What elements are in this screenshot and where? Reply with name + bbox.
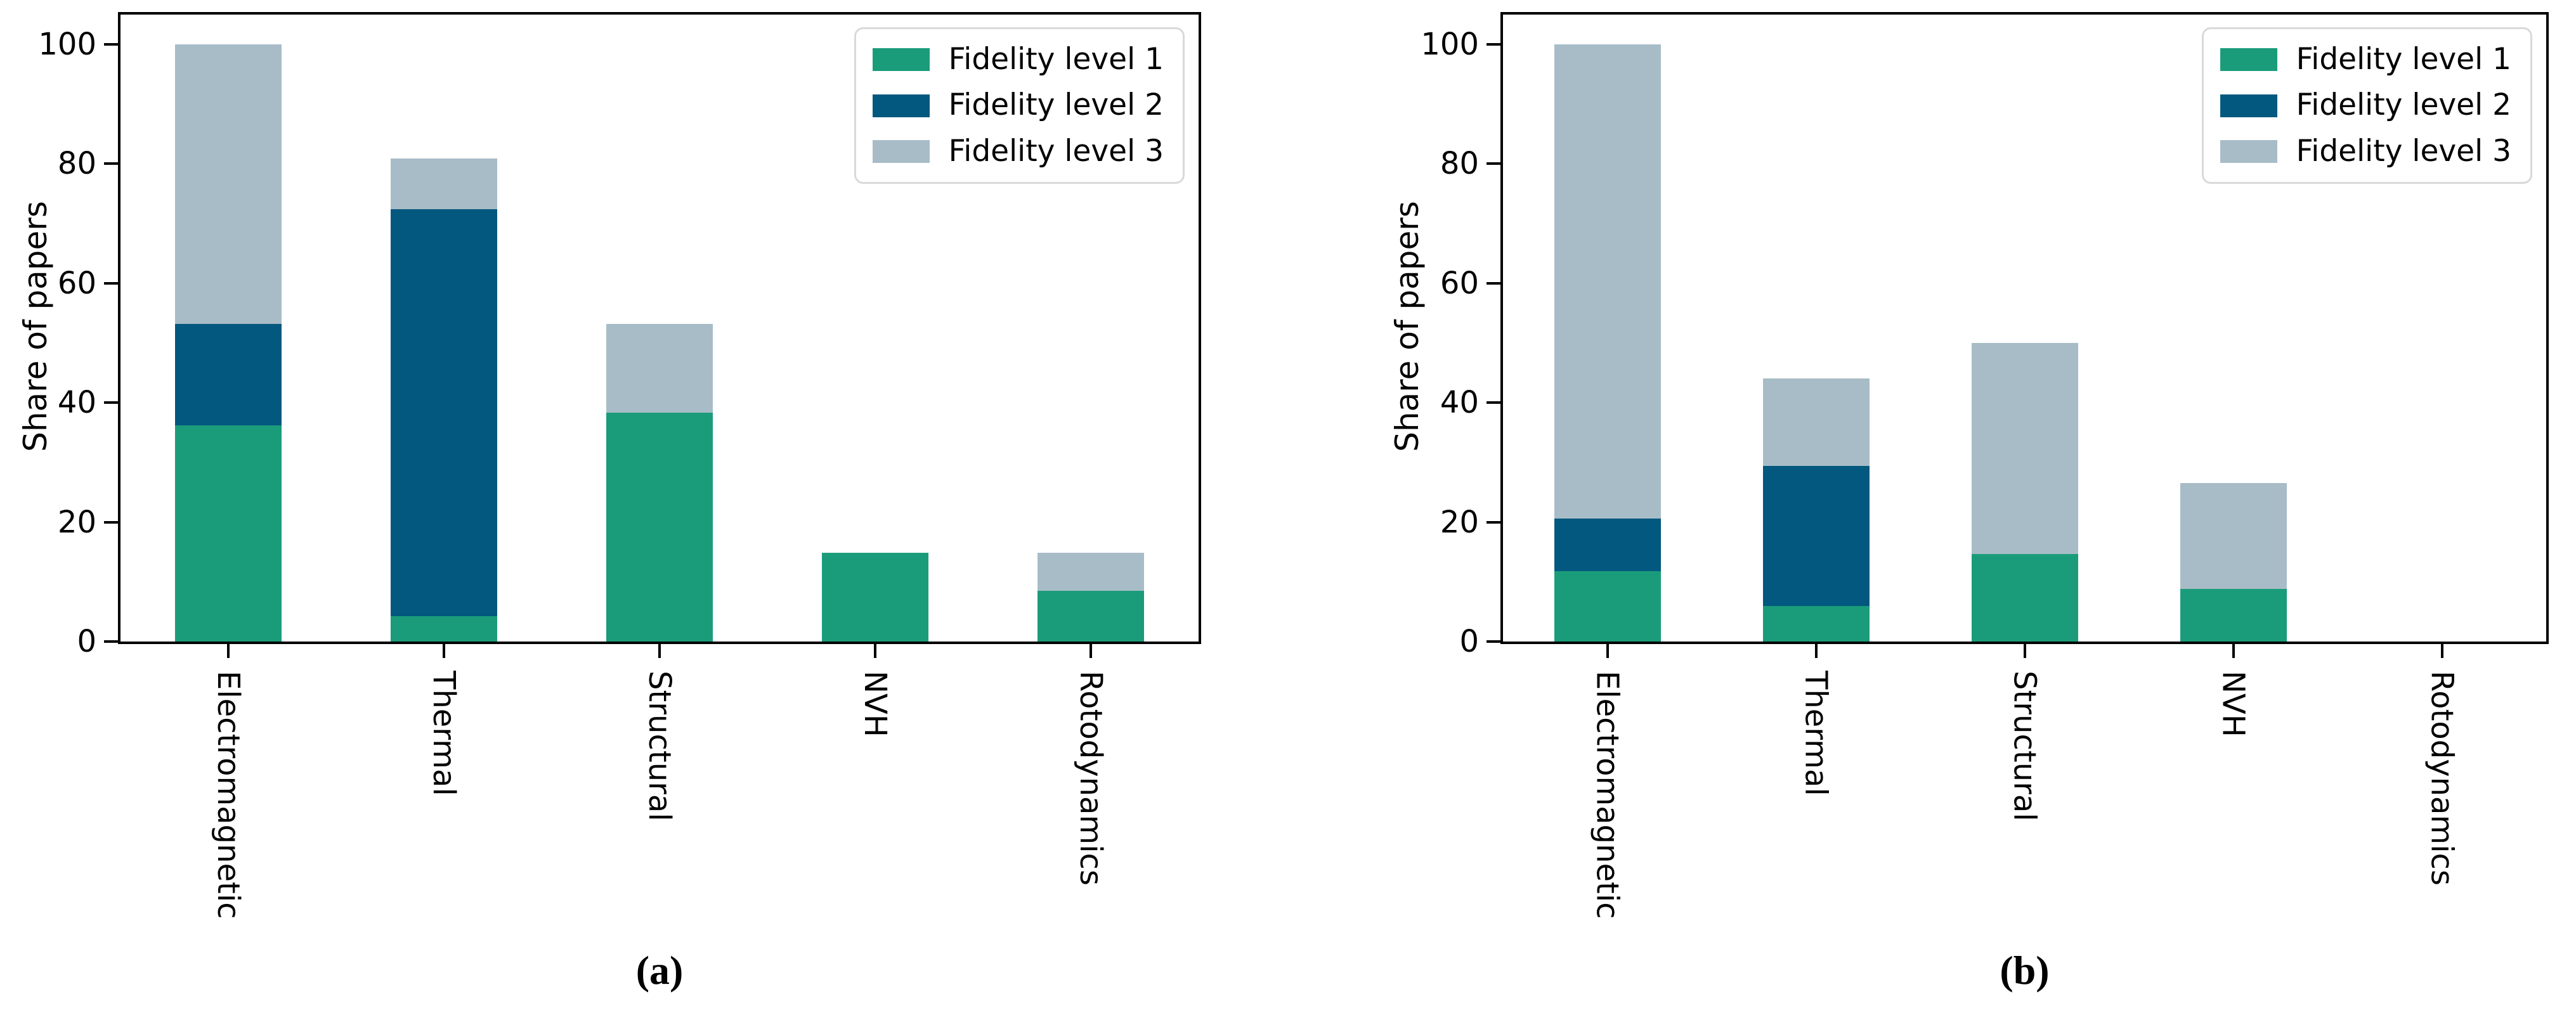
bar-thermal-fidelity-1-segment — [391, 616, 497, 642]
y-tick-mark — [1486, 162, 1500, 165]
y-tick-label: 100 — [1421, 27, 1479, 63]
legend-item-3: Fidelity level 3 — [872, 133, 1164, 169]
plot-area: Fidelity level 1 Fidelity level 2 Fidelity… — [38, 12, 1201, 919]
bar-thermal-fidelity-3-segment — [1762, 378, 1870, 467]
bar-electromagnetic-fidelity-1-segment — [1554, 571, 1661, 642]
bar-electromagnetic-fidelity-3-segment — [1554, 44, 1661, 519]
legend-item-1: Fidelity level 1 — [2220, 42, 2511, 77]
bar-thermal-fidelity-1-segment — [1762, 606, 1870, 642]
bar-structural-fidelity-1-segment — [1971, 553, 2078, 642]
y-tick-mark — [104, 401, 118, 404]
legend-swatch-icon — [872, 48, 930, 72]
bar-nvh-fidelity-3-segment — [2180, 483, 2287, 590]
x-tick-mark — [227, 644, 230, 658]
legend-swatch-icon — [2220, 48, 2277, 72]
chart-panel-b: Share of papers Fidelity level 1 Fidelity… — [1288, 0, 2576, 1013]
chart-panel-a: Share of papers Fidelity level 1 Fidelity… — [17, 12, 1201, 993]
y-tick-label: 40 — [57, 385, 96, 421]
bar-thermal-fidelity-2-segment — [391, 209, 497, 616]
y-tick-mark — [1486, 640, 1500, 643]
bar-electromagnetic-fidelity-3-segment — [175, 44, 282, 324]
x-tick-mark — [1814, 644, 1818, 658]
legend-item-1: Fidelity level 1 — [872, 42, 1164, 77]
x-tick-mark — [1606, 644, 1609, 658]
y-tick-mark — [1486, 401, 1500, 404]
x-tick-mark — [874, 644, 876, 658]
y-tick-label: 80 — [1440, 146, 1479, 182]
x-tick-mark — [2232, 644, 2235, 658]
legend-swatch-icon — [872, 94, 930, 117]
bar-thermal-fidelity-2-segment — [1762, 466, 1870, 607]
legend-label: Fidelity level 1 — [948, 42, 1164, 77]
x-tick-mark — [2023, 644, 2026, 658]
x-tick-mark — [2440, 644, 2443, 658]
bar-structural-fidelity-3-segment — [1971, 343, 2078, 554]
y-tick-mark — [1486, 281, 1500, 285]
y-tick-label: 60 — [57, 265, 96, 301]
x-tick-label-electromagnetic: Electromagnetic — [211, 671, 246, 919]
y-tick-label: 0 — [77, 624, 96, 659]
y-tick-label: 20 — [57, 504, 96, 540]
x-tick-label-nvh: NVH — [2215, 671, 2251, 737]
x-tick-label-structural: Structural — [2007, 671, 2043, 822]
x-tick-label-rotodynamics: Rotodynamics — [2424, 671, 2460, 886]
y-tick-label: 40 — [1440, 385, 1479, 421]
x-tick-label-thermal: Thermal — [426, 671, 462, 796]
y-tick-mark — [1486, 43, 1500, 46]
y-tick-label: 0 — [1459, 624, 1479, 659]
legend-swatch-icon — [872, 139, 930, 163]
legend-label: Fidelity level 2 — [948, 87, 1164, 123]
x-tick-label-nvh: NVH — [857, 671, 893, 737]
bar-thermal-fidelity-3-segment — [391, 158, 497, 210]
y-tick-mark — [104, 640, 118, 643]
x-tick-label-structural: Structural — [642, 671, 677, 822]
panel-caption: (a) — [635, 948, 684, 993]
y-axis-label: Share of papers — [17, 201, 54, 452]
bar-electromagnetic-fidelity-1-segment — [175, 425, 282, 642]
legend-item-3: Fidelity level 3 — [2220, 134, 2511, 169]
y-tick-mark — [104, 520, 118, 524]
legend: Fidelity level 1 Fidelity level 2 Fidelity… — [2201, 27, 2532, 184]
panel-caption: (b) — [2000, 948, 2050, 993]
legend-swatch-icon — [2220, 139, 2277, 163]
y-tick-label: 20 — [1440, 504, 1479, 540]
x-tick-mark — [1090, 644, 1092, 658]
legend-item-2: Fidelity level 2 — [2220, 87, 2511, 123]
legend-swatch-icon — [2220, 94, 2277, 117]
y-tick-mark — [104, 43, 118, 46]
y-tick-label: 80 — [57, 146, 96, 182]
y-tick-label: 100 — [38, 27, 96, 63]
y-tick-mark — [1486, 520, 1500, 524]
bar-structural-fidelity-1-segment — [606, 413, 713, 642]
y-axis-label: Share of papers — [1389, 201, 1426, 452]
legend-item-2: Fidelity level 2 — [872, 87, 1164, 123]
legend-label: Fidelity level 1 — [2296, 42, 2511, 77]
bar-electromagnetic-fidelity-2-segment — [175, 323, 282, 426]
bar-electromagnetic-fidelity-2-segment — [1554, 518, 1661, 571]
x-tick-label-rotodynamics: Rotodynamics — [1073, 671, 1109, 886]
bar-nvh-fidelity-1-segment — [822, 552, 928, 642]
x-tick-label-thermal: Thermal — [1798, 671, 1834, 796]
bar-nvh-fidelity-1-segment — [2180, 589, 2287, 642]
legend-label: Fidelity level 3 — [2296, 133, 2511, 169]
y-tick-mark — [104, 281, 118, 285]
x-tick-label-electromagnetic: Electromagnetic — [1589, 671, 1625, 919]
legend: Fidelity level 1 Fidelity level 2 Fidelity… — [854, 27, 1185, 184]
bar-rotodynamics-fidelity-1-segment — [1038, 590, 1144, 642]
legend-label: Fidelity level 3 — [948, 133, 1164, 169]
bar-structural-fidelity-3-segment — [606, 323, 713, 413]
x-tick-mark — [443, 644, 445, 658]
y-tick-mark — [104, 162, 118, 165]
y-tick-label: 60 — [1440, 265, 1479, 301]
x-tick-mark — [658, 644, 661, 658]
bar-rotodynamics-fidelity-3-segment — [1038, 552, 1144, 591]
plot-area: Fidelity level 1 Fidelity level 2 Fidelity… — [1421, 12, 2549, 919]
legend-label: Fidelity level 2 — [2296, 87, 2511, 123]
